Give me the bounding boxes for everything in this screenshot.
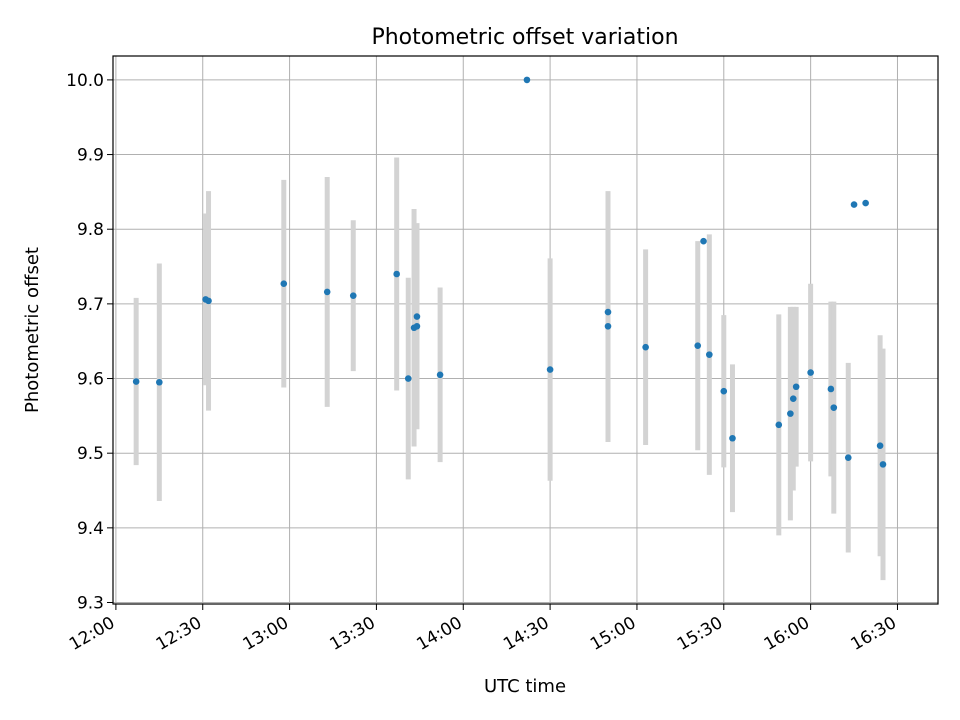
plot-frame xyxy=(112,55,939,605)
data-point xyxy=(789,395,797,402)
data-point xyxy=(862,199,869,207)
data-point xyxy=(775,421,783,429)
data-points xyxy=(132,76,887,468)
data-point xyxy=(787,410,794,417)
plot-area xyxy=(112,55,939,605)
y-tick-label: 9.5 xyxy=(77,444,104,464)
data-point xyxy=(694,342,702,349)
data-point xyxy=(413,322,421,330)
data-point xyxy=(827,385,835,393)
data-point xyxy=(205,297,212,305)
y-tick-label: 9.4 xyxy=(77,519,104,539)
data-point xyxy=(879,461,887,468)
y-tick-label: 9.7 xyxy=(77,295,104,315)
y-tick-label: 10.0 xyxy=(66,71,104,91)
data-point xyxy=(132,378,140,385)
data-point xyxy=(604,322,612,330)
y-tick-label: 9.8 xyxy=(77,220,104,240)
data-point xyxy=(436,371,444,379)
chart-title: Photometric offset variation xyxy=(371,25,678,50)
data-point xyxy=(720,387,728,395)
grid xyxy=(113,56,938,604)
data-point xyxy=(830,404,838,411)
y-tick-label: 9.9 xyxy=(77,146,104,166)
data-point xyxy=(706,351,713,358)
data-point xyxy=(546,366,554,373)
y-axis: 9.3 9.4 9.5 9.6 9.7 9.8 9.9 10.0 xyxy=(66,71,113,614)
data-point xyxy=(393,270,400,278)
data-point xyxy=(413,313,421,320)
data-point xyxy=(807,369,814,376)
data-point xyxy=(844,454,852,461)
data-point xyxy=(323,288,331,296)
x-axis-label: UTC time xyxy=(484,676,566,697)
data-point xyxy=(792,383,800,391)
y-tick-label: 9.3 xyxy=(77,594,104,614)
data-point xyxy=(642,343,649,351)
data-point xyxy=(404,375,412,382)
data-point xyxy=(156,378,163,386)
plot-background xyxy=(113,56,938,604)
data-point xyxy=(280,280,288,288)
data-point xyxy=(850,201,858,208)
y-axis-label: Photometric offset xyxy=(22,247,43,413)
data-point xyxy=(349,292,357,299)
data-point xyxy=(523,76,531,84)
data-point xyxy=(700,237,707,245)
data-point xyxy=(729,434,736,442)
data-point xyxy=(604,308,612,316)
data-point xyxy=(876,442,884,450)
y-tick-label: 9.6 xyxy=(77,370,104,390)
